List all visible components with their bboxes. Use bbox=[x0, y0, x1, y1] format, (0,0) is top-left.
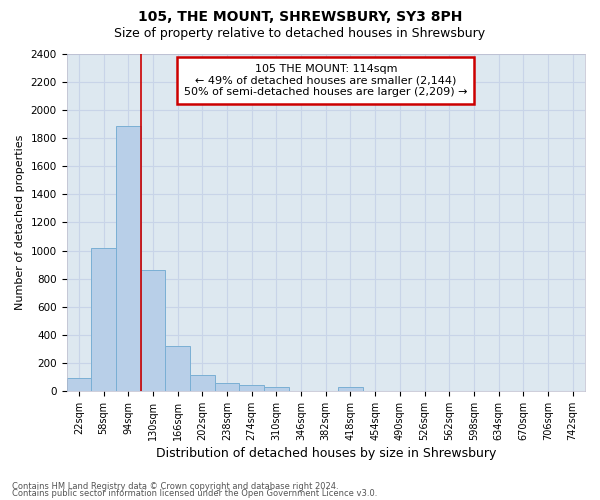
Bar bbox=[67, 378, 91, 391]
Text: 105, THE MOUNT, SHREWSBURY, SY3 8PH: 105, THE MOUNT, SHREWSBURY, SY3 8PH bbox=[138, 10, 462, 24]
Bar bbox=[239, 384, 264, 391]
Bar bbox=[165, 346, 190, 391]
Bar bbox=[190, 375, 215, 391]
Text: Contains public sector information licensed under the Open Government Licence v3: Contains public sector information licen… bbox=[12, 489, 377, 498]
Y-axis label: Number of detached properties: Number of detached properties bbox=[15, 135, 25, 310]
Text: Contains HM Land Registry data © Crown copyright and database right 2024.: Contains HM Land Registry data © Crown c… bbox=[12, 482, 338, 491]
X-axis label: Distribution of detached houses by size in Shrewsbury: Distribution of detached houses by size … bbox=[155, 447, 496, 460]
Text: Size of property relative to detached houses in Shrewsbury: Size of property relative to detached ho… bbox=[115, 28, 485, 40]
Bar bbox=[140, 270, 165, 391]
Bar bbox=[116, 126, 140, 391]
Bar bbox=[91, 248, 116, 391]
Text: 105 THE MOUNT: 114sqm
← 49% of detached houses are smaller (2,144)
50% of semi-d: 105 THE MOUNT: 114sqm ← 49% of detached … bbox=[184, 64, 467, 98]
Bar bbox=[338, 388, 363, 391]
Bar bbox=[264, 386, 289, 391]
Bar bbox=[215, 383, 239, 391]
